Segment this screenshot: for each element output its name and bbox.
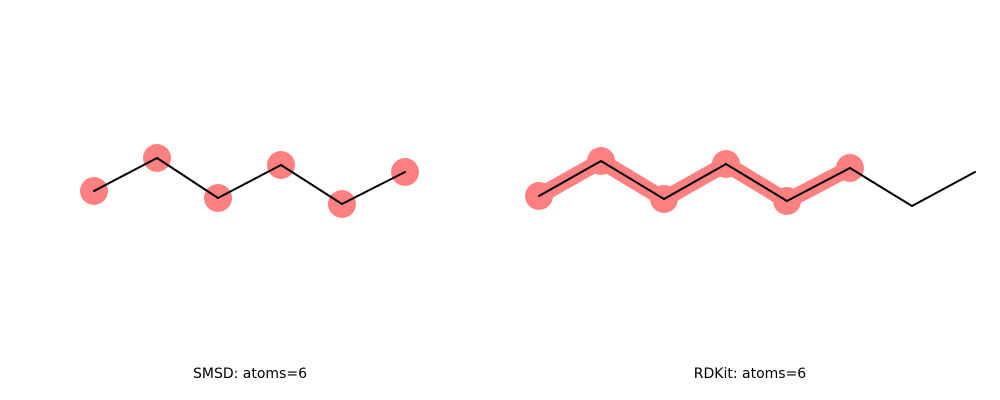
rdkit-caption: RDKit: atoms=6 (693, 366, 807, 382)
smsd-caption: SMSD: atoms=6 (192, 366, 307, 382)
rdkit-bond-7 (911, 171, 976, 207)
smsd-bond-4 (280, 164, 343, 205)
rdkit-molecule-panel (525, 147, 976, 215)
smsd-molecule-panel (80, 144, 419, 218)
rdkit-bond-6 (849, 167, 913, 207)
smsd-bond-1 (93, 157, 158, 192)
rdkit-bond-2 (600, 160, 665, 200)
rdkit-bond-5 (786, 167, 851, 202)
rdkit-bond-4 (725, 163, 788, 202)
smsd-bond-3 (217, 164, 282, 199)
rdkit-bond-3 (663, 163, 727, 200)
rdkit-bond-1 (538, 160, 602, 197)
smsd-bond-5 (341, 171, 406, 205)
smsd-bond-2 (156, 157, 219, 199)
